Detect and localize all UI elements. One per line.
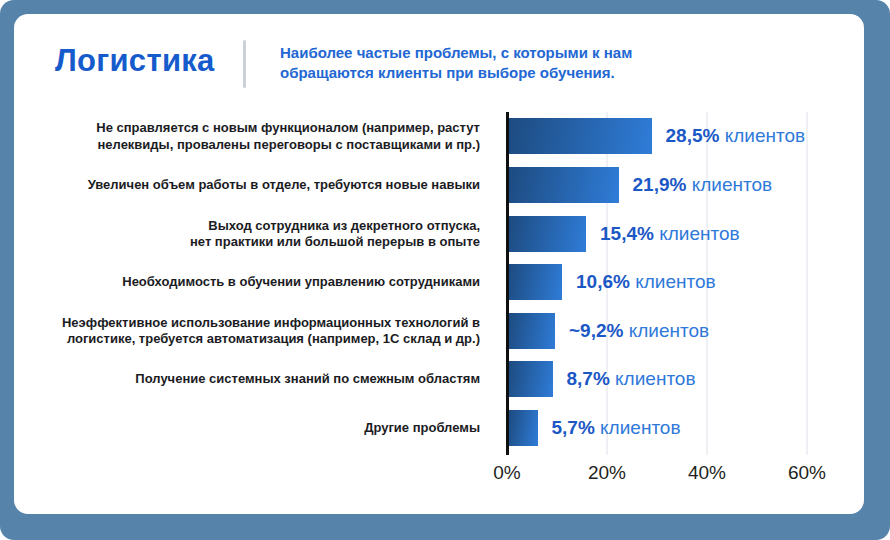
value-label: 28,5% клиентов — [666, 125, 806, 147]
value-suffix: клиентов — [610, 368, 696, 389]
value-percent: 15,4% — [600, 223, 654, 244]
bar — [509, 264, 562, 300]
value-suffix: клиентов — [630, 271, 716, 292]
value-suffix: клиентов — [719, 125, 805, 146]
category-label: Не справляется с новым функционалом (нап… — [10, 120, 480, 153]
value-label: 15,4% клиентов — [600, 223, 740, 245]
value-percent: ~9,2% — [569, 320, 623, 341]
bar — [509, 410, 538, 446]
x-tick-label: 0% — [493, 462, 520, 484]
slide-frame: Логистика Наиболее частые проблемы, с ко… — [0, 0, 890, 540]
value-label: 10,6% клиентов — [576, 271, 716, 293]
category-label: Необходимость в обучении управлению сотр… — [10, 274, 480, 291]
bar-chart: 0%20%40%60%Не справляется с новым функци… — [14, 14, 864, 514]
value-percent: 10,6% — [576, 271, 630, 292]
category-label: Выход сотрудника из декретного отпуска, … — [10, 217, 480, 250]
value-percent: 5,7% — [552, 417, 595, 438]
value-suffix: клиентов — [654, 223, 740, 244]
category-label: Неэффективное использование информационн… — [10, 314, 480, 347]
value-suffix: клиентов — [595, 417, 681, 438]
value-percent: 8,7% — [567, 368, 610, 389]
value-suffix: клиентов — [623, 320, 709, 341]
x-tick-label: 20% — [588, 462, 626, 484]
x-tick-label: 40% — [688, 462, 726, 484]
content-card: Логистика Наиболее частые проблемы, с ко… — [14, 14, 864, 514]
bar — [509, 216, 586, 252]
value-label: 21,9% клиентов — [633, 174, 773, 196]
bar — [509, 361, 553, 397]
category-label: Увеличен объем работы в отделе, требуютс… — [10, 177, 480, 194]
x-tick-label: 60% — [788, 462, 826, 484]
category-label: Получение системных знаний по смежным об… — [10, 371, 480, 388]
category-label: Другие проблемы — [10, 420, 480, 437]
gridline — [806, 112, 808, 455]
bar — [509, 167, 619, 203]
bar — [509, 313, 555, 349]
value-suffix: клиентов — [686, 174, 772, 195]
value-label: 5,7% клиентов — [552, 417, 681, 439]
value-percent: 21,9% — [633, 174, 687, 195]
value-label: ~9,2% клиентов — [569, 320, 709, 342]
bar — [509, 118, 652, 154]
value-percent: 28,5% — [666, 125, 720, 146]
value-label: 8,7% клиентов — [567, 368, 696, 390]
